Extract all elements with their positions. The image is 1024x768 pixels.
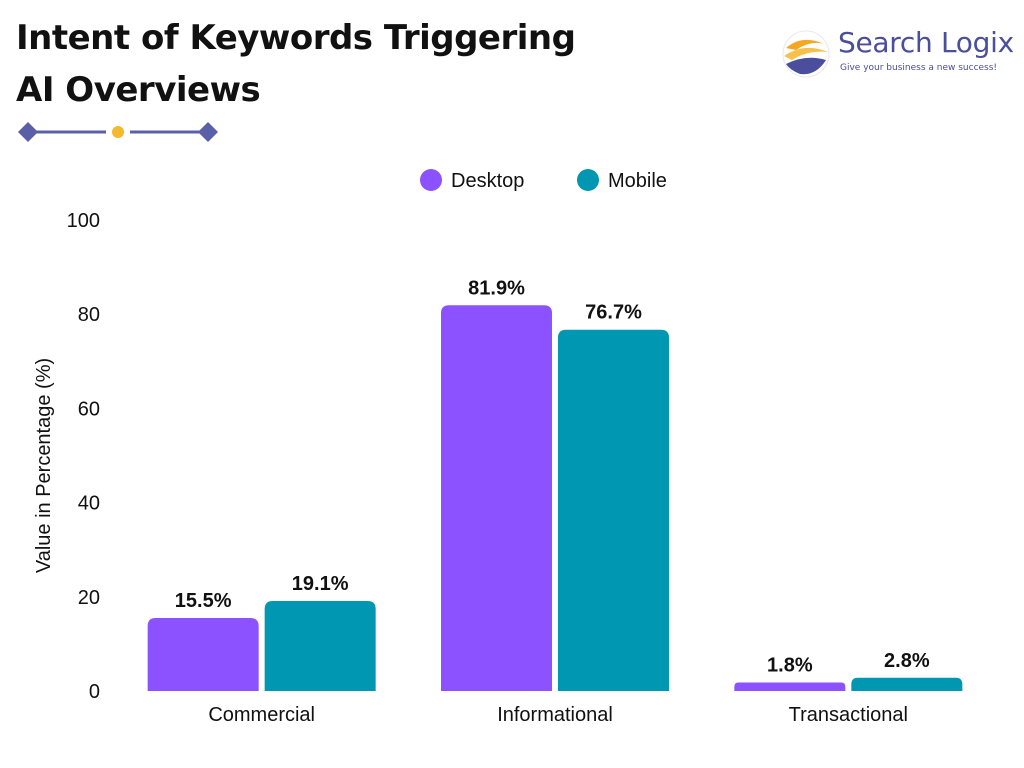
bar-mobile-informational	[558, 329, 669, 691]
chart-title: Intent of Keywords Triggering AI Overvie…	[16, 12, 576, 116]
x-tick-label: Informational	[497, 704, 613, 726]
data-label: 15.5%	[175, 590, 232, 612]
brand-name: Search Logix	[838, 26, 1014, 59]
data-label: 2.8%	[884, 650, 930, 672]
data-label: 81.9%	[468, 277, 525, 299]
title-line-2: AI Overviews	[16, 70, 261, 110]
bar-mobile-transactional	[851, 677, 963, 691]
legend-marker-mobile	[577, 169, 599, 191]
bar-desktop-informational	[441, 305, 552, 691]
y-tick-label: 20	[78, 587, 100, 609]
chart-legend: Desktop Mobile	[420, 169, 667, 192]
chart-bars: 15.5% 19.1% 81.9% 76.7% 1.8% 2.8%	[147, 277, 963, 691]
brand-tagline: Give your business a new success!	[840, 63, 998, 73]
bar-desktop-commercial	[147, 617, 259, 691]
y-tick-label: 60	[78, 398, 100, 420]
y-tick-label: 40	[78, 493, 100, 515]
title-divider	[18, 122, 218, 142]
x-tick-label: Commercial	[208, 704, 315, 726]
bar-desktop-transactional	[734, 682, 846, 691]
y-axis-label: Value in Percentage (%)	[33, 358, 55, 573]
dot-icon	[112, 126, 124, 138]
x-axis: Commercial Informational Transactional	[115, 691, 995, 726]
y-tick-label: 0	[89, 681, 100, 703]
y-tick-label: 80	[78, 304, 100, 326]
bar-mobile-commercial	[264, 601, 376, 691]
y-tick-label: 100	[67, 210, 100, 232]
data-label: 1.8%	[767, 655, 813, 677]
y-axis: 0 20 40 60 80 100 Value in Percentage (%)	[33, 210, 100, 703]
swirl-logo-icon	[782, 30, 830, 78]
legend-label-mobile: Mobile	[608, 170, 667, 192]
legend-label-desktop: Desktop	[451, 170, 524, 192]
title-line-1: Intent of Keywords Triggering	[16, 18, 576, 58]
diamond-right-icon	[198, 122, 218, 142]
brand-logo: Search Logix Give your business a new su…	[780, 26, 1016, 82]
data-label: 76.7%	[585, 302, 642, 324]
x-tick-label: Transactional	[789, 704, 908, 726]
legend-marker-desktop	[420, 169, 442, 191]
diamond-left-icon	[18, 122, 38, 142]
data-label: 19.1%	[292, 573, 349, 595]
